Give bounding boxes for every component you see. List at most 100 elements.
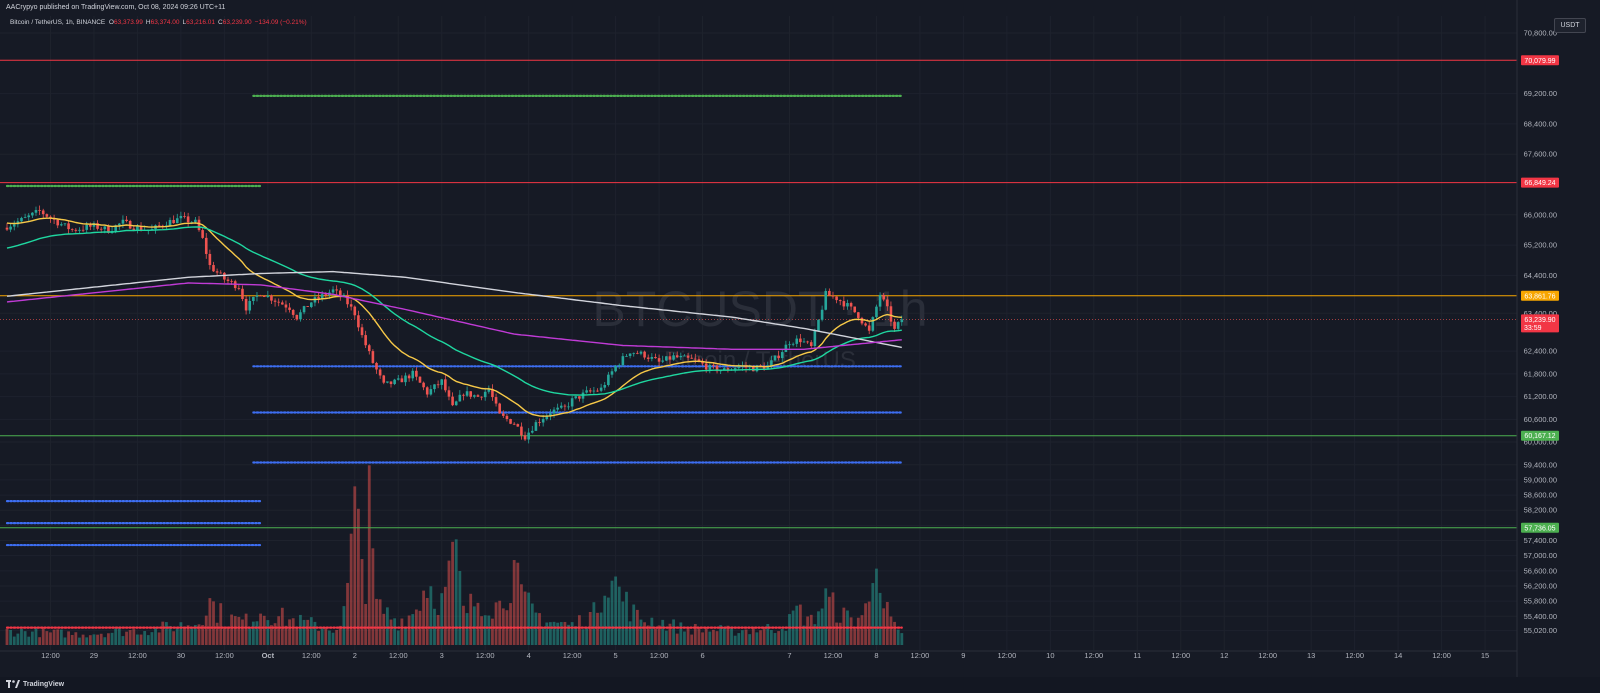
time-tick-label: 10 bbox=[1046, 651, 1054, 660]
volume-bar bbox=[262, 615, 266, 645]
symbol-legend[interactable]: Bitcoin / TetherUS, 1h, BINANCE O63,373.… bbox=[10, 19, 310, 26]
volume-bar bbox=[436, 614, 440, 645]
candle bbox=[639, 350, 643, 356]
ema-200-line[interactable] bbox=[6, 282, 902, 350]
candle bbox=[661, 355, 665, 364]
volume-bar bbox=[628, 621, 632, 645]
tradingview-logo[interactable]: TradingView bbox=[6, 680, 64, 688]
time-tick-label: 13 bbox=[1307, 651, 1315, 660]
volume-bar bbox=[733, 635, 737, 645]
volume-bar bbox=[277, 616, 281, 645]
currency-button[interactable]: USDT bbox=[1554, 18, 1586, 33]
volume-bar bbox=[85, 637, 89, 645]
time-tick-label: 2 bbox=[353, 651, 357, 660]
current-price-label: 63,239.90 bbox=[1524, 317, 1555, 324]
volume-bar bbox=[433, 608, 436, 645]
ema-20-line[interactable] bbox=[6, 217, 902, 417]
volume-bar bbox=[520, 584, 523, 645]
volume-bar bbox=[67, 631, 70, 645]
volume-bar bbox=[545, 622, 549, 645]
tradingview-logo-icon bbox=[6, 680, 20, 688]
volume-bar bbox=[494, 602, 498, 645]
volume-bar bbox=[114, 628, 118, 645]
candle bbox=[179, 211, 183, 224]
candle bbox=[686, 353, 690, 361]
volume-bar bbox=[683, 631, 686, 645]
volume-bar bbox=[585, 627, 589, 645]
volume-bar bbox=[617, 586, 621, 645]
volume-bar bbox=[701, 632, 704, 645]
volume-bar bbox=[549, 622, 552, 645]
candle bbox=[491, 384, 494, 401]
symbol-name[interactable]: Bitcoin / TetherUS, 1h, BINANCE bbox=[10, 19, 106, 26]
candle bbox=[603, 381, 607, 391]
volume-bar bbox=[806, 616, 810, 645]
candle bbox=[860, 316, 864, 326]
volume-bar bbox=[762, 627, 766, 645]
level-resistance-tag bbox=[1521, 55, 1559, 66]
volume-bar bbox=[523, 591, 527, 645]
price-tick-label: 58,200.00 bbox=[1524, 506, 1557, 515]
candle bbox=[262, 295, 266, 298]
candle bbox=[549, 409, 552, 421]
volume-bar bbox=[465, 613, 469, 645]
volume-bar bbox=[491, 618, 494, 645]
volume-bar bbox=[335, 629, 339, 645]
volume-bar bbox=[161, 621, 165, 645]
volume-bar bbox=[722, 627, 726, 645]
volume-bar bbox=[117, 628, 121, 645]
candle bbox=[636, 350, 639, 355]
volume-bar bbox=[342, 606, 346, 645]
volume-bar bbox=[603, 595, 607, 645]
volume-bar bbox=[313, 621, 317, 645]
volume-bar bbox=[802, 625, 806, 645]
candle bbox=[215, 268, 219, 277]
candle bbox=[530, 425, 534, 434]
candle bbox=[773, 355, 777, 362]
volume-bar bbox=[896, 629, 900, 645]
volume-bar bbox=[219, 603, 223, 645]
volume-bar bbox=[30, 631, 34, 645]
volume-bar bbox=[784, 630, 788, 645]
level-pivot-label: 63,861.76 bbox=[1524, 293, 1555, 300]
level-resistance-label: 70,079.99 bbox=[1524, 58, 1555, 65]
volume-bar bbox=[842, 607, 846, 645]
volume-bar bbox=[367, 465, 371, 645]
volume-bar bbox=[38, 637, 42, 645]
volume-bar bbox=[400, 618, 404, 645]
time-axis[interactable]: 12:00 29 12:00 30 12:00 Oct 12:00 2 12:00 3 12:00 4… bbox=[0, 650, 1517, 660]
candle bbox=[646, 354, 650, 362]
ohlc-key: O bbox=[108, 19, 114, 26]
time-tick-label: 12:00 bbox=[41, 651, 60, 660]
candle bbox=[281, 300, 284, 305]
time-tick-label: 12:00 bbox=[1345, 651, 1364, 660]
candle bbox=[346, 290, 349, 308]
price-chart[interactable]: BTCUSDT · 1h Bitcoin / TetherUS 70,800.0… bbox=[0, 0, 1600, 677]
candle bbox=[172, 215, 175, 224]
time-tick-label: 6 bbox=[700, 651, 704, 660]
candle bbox=[846, 299, 849, 310]
volume-bar bbox=[364, 603, 368, 645]
candle bbox=[820, 305, 824, 322]
sma-200-line[interactable] bbox=[6, 270, 902, 349]
volume-bar bbox=[559, 622, 563, 645]
candle bbox=[27, 213, 31, 222]
candle bbox=[208, 249, 212, 270]
volume-bar bbox=[820, 608, 824, 645]
volume-bar bbox=[672, 619, 675, 645]
candle bbox=[186, 212, 190, 227]
ohlc-item: H63,374.00 bbox=[146, 19, 183, 26]
candle bbox=[371, 349, 375, 364]
candle bbox=[588, 388, 592, 394]
volume-bar bbox=[483, 615, 487, 645]
time-tick-label: Oct bbox=[262, 651, 275, 660]
ohlc-item: O63,373.99 bbox=[109, 19, 146, 26]
volume-bar bbox=[280, 607, 284, 645]
volume-bar bbox=[81, 634, 85, 645]
time-tick-label: 12:00 bbox=[302, 651, 321, 660]
price-axis[interactable]: 70,800.00 69,200.00 68,400.00 67,600.00 66,0… bbox=[1516, 0, 1600, 677]
candle bbox=[824, 288, 828, 311]
time-tick-label: 14 bbox=[1394, 651, 1402, 660]
ema-50-line[interactable] bbox=[6, 226, 902, 396]
volume-bar bbox=[411, 614, 415, 645]
